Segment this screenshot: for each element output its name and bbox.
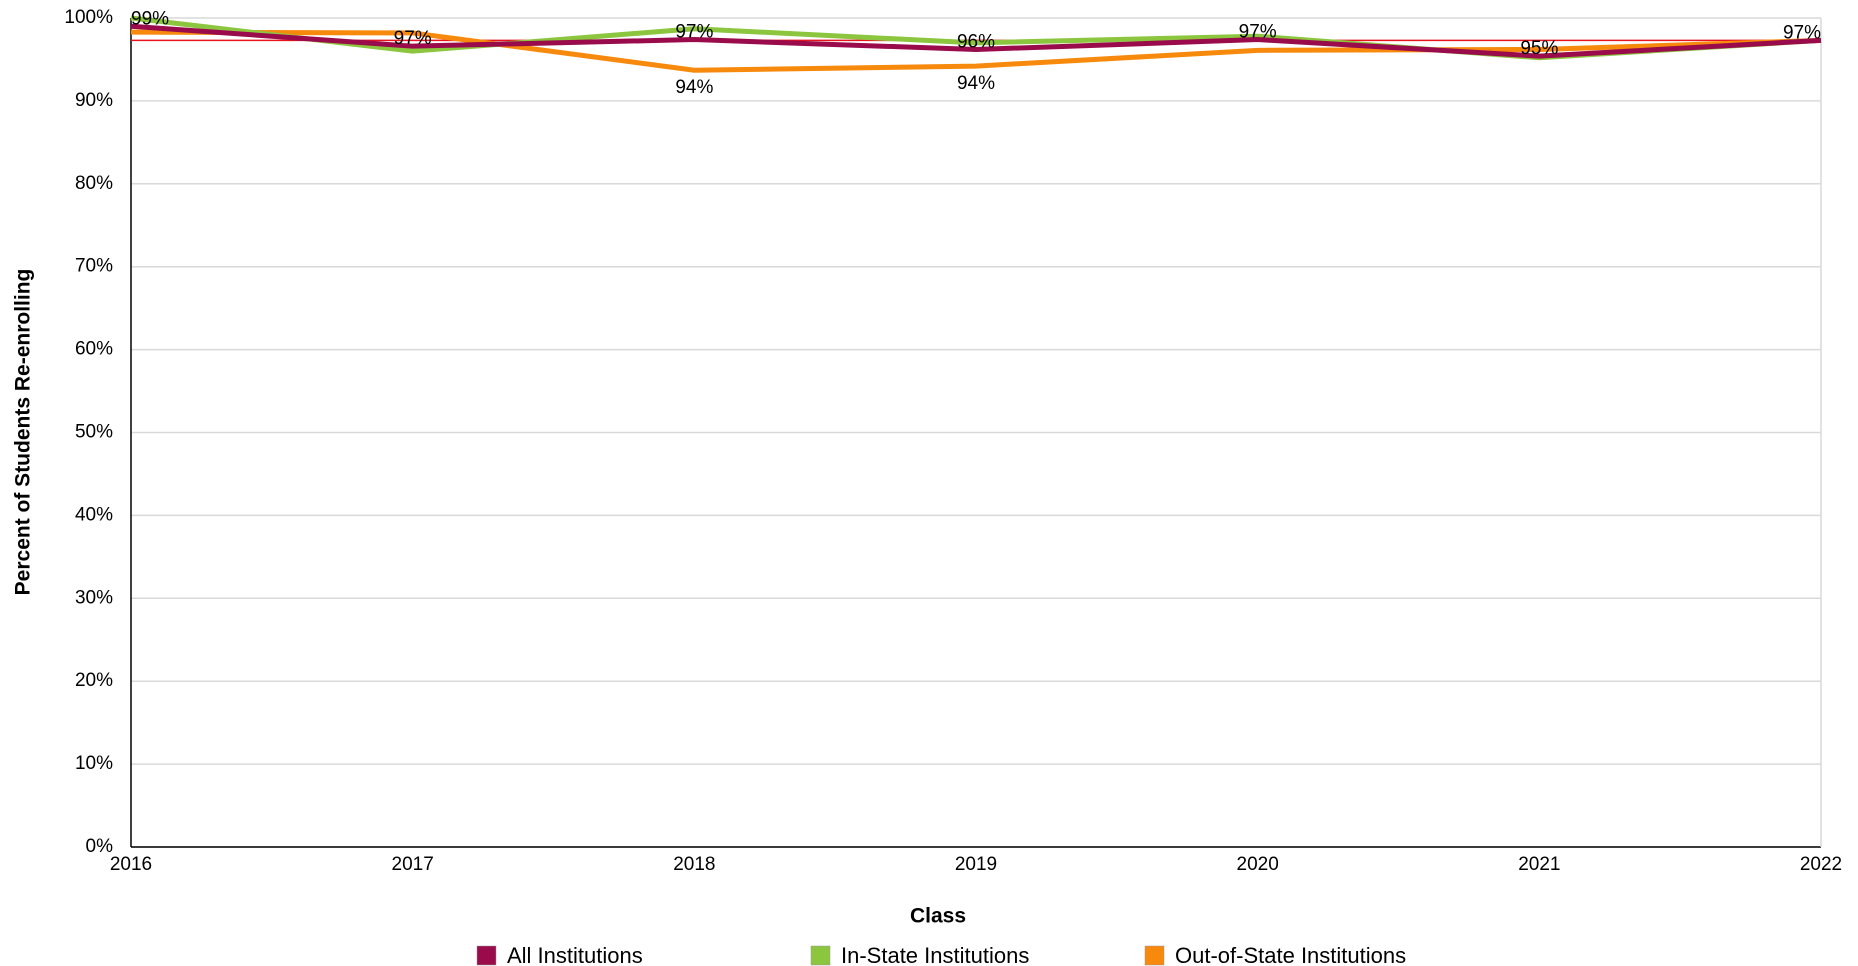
- series-line: [130, 23, 1822, 59]
- y-tick-label: 50%: [75, 422, 113, 443]
- legend-label: In-State Institutions: [841, 943, 1029, 966]
- y-tick-label: 100%: [64, 7, 113, 28]
- legend-swatch: [476, 945, 497, 966]
- y-tick-label: 60%: [75, 339, 113, 360]
- x-tick-label: 2020: [1237, 854, 1279, 875]
- data-label: 97%: [1783, 22, 1821, 43]
- legend-label: Out-of-State Institutions: [1175, 943, 1406, 966]
- x-axis-title: Class: [910, 905, 966, 928]
- y-tick-label: 90%: [75, 90, 113, 111]
- legend-swatch: [1144, 945, 1165, 966]
- x-tick-label: 2018: [673, 854, 715, 875]
- x-tick-label: 2019: [955, 854, 997, 875]
- y-tick-label: 0%: [86, 836, 114, 857]
- y-tick-label: 80%: [75, 173, 113, 194]
- data-label: 95%: [1520, 38, 1558, 59]
- x-tick-label: 2022: [1800, 854, 1842, 875]
- series-line: [130, 29, 1822, 73]
- data-label: 99%: [131, 8, 169, 29]
- x-tick-label: 2016: [110, 854, 152, 875]
- y-tick-label: 30%: [75, 587, 113, 608]
- y-axis-title: Percent of Students Re-enrolling: [12, 269, 35, 596]
- data-label: 94%: [957, 73, 995, 94]
- x-tick-label: 2021: [1518, 854, 1560, 875]
- legend-label: All Institutions: [507, 943, 643, 966]
- y-tick-label: 70%: [75, 256, 113, 277]
- data-label: 97%: [1239, 22, 1277, 43]
- legend-swatch: [810, 945, 831, 966]
- data-label: 94%: [675, 77, 713, 98]
- x-tick-label: 2017: [392, 854, 434, 875]
- y-tick-label: 10%: [75, 753, 113, 774]
- data-label: 97%: [675, 22, 713, 43]
- y-tick-label: 20%: [75, 670, 113, 691]
- y-tick-label: 40%: [75, 504, 113, 525]
- data-label: 97%: [394, 28, 432, 49]
- data-label: 96%: [957, 32, 995, 53]
